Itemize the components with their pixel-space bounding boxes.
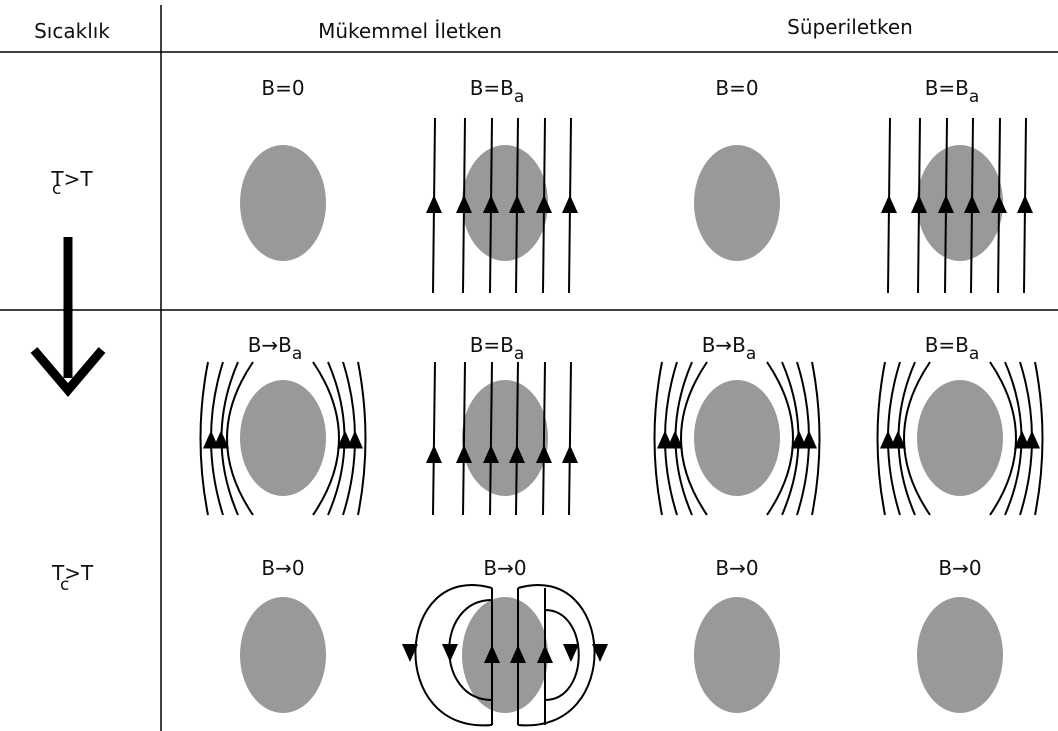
field-arrow <box>426 445 442 463</box>
field-line <box>463 362 465 515</box>
sample <box>694 145 780 261</box>
field-label: B=Ba <box>925 76 980 107</box>
field-label-sub: a <box>969 344 979 364</box>
row-label: T>T <box>51 561 94 585</box>
field-arrow <box>563 644 579 662</box>
field-line <box>433 362 435 515</box>
sample <box>240 145 326 261</box>
field-line <box>358 362 366 515</box>
field-label-main: B→0 <box>938 556 981 580</box>
field-label-main: B=B <box>925 333 969 357</box>
field-label: B→0 <box>938 556 981 580</box>
field-arrow <box>1017 195 1033 213</box>
header-superconductor: Süperiletken <box>787 15 913 39</box>
field-arrow <box>1024 431 1040 449</box>
field-arrow <box>562 195 578 213</box>
header-perfect-conductor: Mükemmel İletken <box>318 19 502 43</box>
field-label: B→Ba <box>702 333 757 364</box>
field-label-main: B=0 <box>715 76 758 100</box>
diagram: Sıcaklık Mükemmel İletken Süperiletken T… <box>0 0 1058 731</box>
field-label-sub: a <box>292 344 302 364</box>
field-line <box>1035 362 1043 515</box>
field-label: B=Ba <box>470 76 525 107</box>
row-label-sub: c <box>60 575 69 595</box>
field-arrow <box>442 644 458 662</box>
row-label-sub: c <box>52 179 61 199</box>
sample <box>917 380 1003 496</box>
sample <box>240 597 326 713</box>
sample <box>694 380 780 496</box>
sample <box>462 145 548 261</box>
field-label: B=0 <box>715 76 758 100</box>
field-label-main: B→B <box>702 333 746 357</box>
field-label-sub: a <box>514 344 524 364</box>
field-label-main: B=0 <box>261 76 304 100</box>
field-label: B→0 <box>715 556 758 580</box>
field-arrow <box>426 195 442 213</box>
sample <box>917 597 1003 713</box>
field-label-sub: a <box>514 87 524 107</box>
field-label: B=0 <box>261 76 304 100</box>
sample <box>917 145 1003 261</box>
field-label-main: B→0 <box>483 556 526 580</box>
field-arrow <box>347 431 363 449</box>
field-arrow <box>801 431 817 449</box>
field-arrow <box>881 195 897 213</box>
field-label-main: B→B <box>248 333 292 357</box>
header-temperature: Sıcaklık <box>34 19 110 43</box>
field-label: B→0 <box>261 556 304 580</box>
field-label-main: B→0 <box>715 556 758 580</box>
field-label-main: B=B <box>470 76 514 100</box>
field-arrow <box>562 445 578 463</box>
field-label-main: B=B <box>925 76 969 100</box>
field-label: B=Ba <box>925 333 980 364</box>
field-line <box>201 362 209 515</box>
field-label: B=Ba <box>470 333 525 364</box>
field-label-main: B=B <box>470 333 514 357</box>
sample <box>694 597 780 713</box>
field-label: B→0 <box>483 556 526 580</box>
field-line <box>569 362 571 515</box>
field-line <box>655 362 663 515</box>
sample <box>462 380 548 496</box>
field-line <box>878 362 886 515</box>
field-line <box>543 362 545 515</box>
field-label-sub: a <box>969 87 979 107</box>
field-label-main: B→0 <box>261 556 304 580</box>
field-label: B→Ba <box>248 333 303 364</box>
field-label-sub: a <box>746 344 756 364</box>
sample <box>240 380 326 496</box>
field-line <box>812 362 820 515</box>
